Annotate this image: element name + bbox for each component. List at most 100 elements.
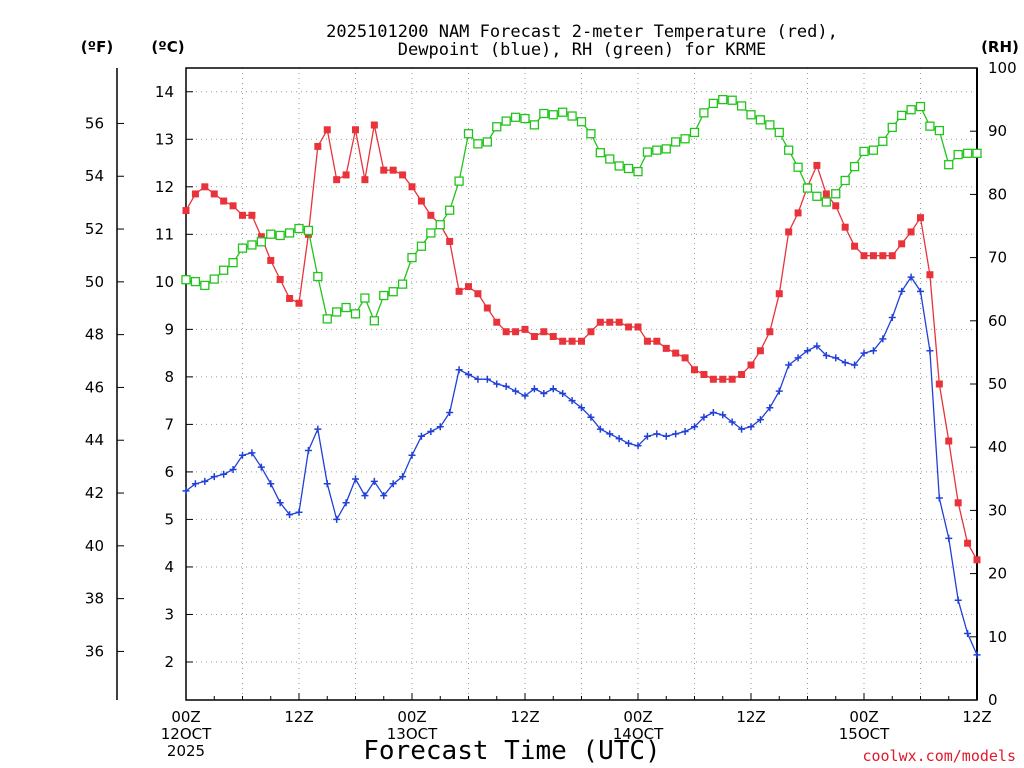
rh-point [906, 105, 916, 115]
rh-tick-label: 70 [988, 249, 1007, 267]
temperature-point [898, 240, 906, 248]
dewpoint-point [540, 390, 548, 398]
temperature-point [257, 233, 265, 241]
dewpoint-point [295, 508, 303, 516]
temperature-point [399, 171, 407, 179]
temperature-point [973, 556, 981, 564]
fahrenheit-tick-label: 38 [85, 590, 104, 608]
rh-tick-label: 60 [988, 312, 1007, 330]
dewpoint-point [229, 466, 237, 474]
temperature-point [700, 370, 708, 378]
x-tick-label: 00Z [849, 708, 878, 726]
temperature-point [295, 299, 303, 307]
rh-series [181, 94, 982, 326]
rh-point [868, 145, 879, 155]
dewpoint-point [455, 366, 463, 374]
temperature-point [738, 370, 746, 378]
x-tick-label: 00Z [171, 708, 200, 726]
x-tick-label: 2025 [167, 742, 205, 760]
x-tick-label: 12Z [510, 708, 539, 726]
dewpoint-point [973, 651, 981, 659]
dewpoint-point [653, 430, 661, 438]
temperature-point [907, 228, 915, 236]
celsius-tick-label: 3 [164, 605, 174, 623]
dewpoint-point [521, 392, 529, 400]
fahrenheit-tick-label: 54 [85, 167, 104, 185]
dewpoint-point [220, 470, 228, 478]
rh-point [661, 144, 671, 154]
temperature-point [465, 283, 472, 291]
temperature-point [964, 539, 972, 547]
temperature-point [681, 354, 689, 362]
rh-point [350, 309, 361, 319]
dewpoint-point [182, 487, 190, 495]
dewpoint-point [314, 425, 322, 433]
temperature-point [653, 337, 661, 345]
fahrenheit-tick-label: 52 [85, 220, 104, 238]
dewpoint-point [342, 499, 350, 507]
fahrenheit-tick-label: 40 [85, 537, 104, 555]
temperature-point [239, 211, 246, 219]
rh-point [708, 98, 718, 109]
rh-point [586, 129, 596, 139]
rh-point [426, 228, 436, 238]
temperature-point [794, 209, 802, 217]
temperature-point [662, 344, 670, 352]
rh-point [962, 148, 973, 158]
credit-text: coolwx.com/models [862, 747, 1016, 765]
temperature-point [483, 304, 491, 312]
rh-tick-label: 80 [988, 185, 1007, 203]
temperature-point [888, 252, 896, 260]
temperature-point [917, 214, 924, 222]
rh-point [595, 148, 605, 158]
temperature-point [587, 328, 595, 336]
temperature-point [832, 202, 840, 210]
rh-point [181, 275, 191, 285]
rh-point [407, 252, 417, 263]
rh-point [887, 122, 897, 133]
rh-point [642, 147, 653, 157]
rh-line [185, 98, 977, 323]
rh-point [671, 137, 681, 147]
rh-point [388, 287, 398, 297]
rh-point [322, 314, 332, 324]
rh-point [275, 230, 285, 241]
rh-point [652, 145, 662, 155]
x-tick-label: 12Z [962, 708, 991, 726]
rh-point [200, 280, 210, 291]
temperature-point [935, 380, 943, 388]
celsius-tick-label: 2 [164, 653, 174, 671]
celsius-tick-label: 11 [155, 225, 174, 243]
dewpoint-point [502, 382, 510, 390]
dewpoint-point [766, 404, 774, 412]
fahrenheit-tick-label: 36 [85, 642, 104, 660]
x-axis-label: Forecast Time (UTC) [363, 736, 660, 766]
dewpoint-point [286, 511, 294, 519]
temperature-point [446, 237, 454, 245]
temperature-point [455, 287, 463, 295]
rh-point [256, 237, 266, 247]
dewpoint-point [935, 494, 943, 502]
rh-point [539, 108, 549, 119]
celsius-tick-label: 13 [155, 130, 174, 148]
rh-point [416, 241, 427, 251]
rh-point [718, 94, 728, 105]
temperature-point [775, 290, 783, 298]
rh-point [266, 229, 276, 239]
rh-point [369, 316, 379, 326]
rh-point [379, 290, 389, 301]
dewpoint-point [474, 375, 482, 383]
dewpoint-point [926, 347, 934, 355]
fahrenheit-tick-label: 56 [85, 114, 104, 132]
rh-point [529, 120, 540, 130]
temperature-point [869, 252, 877, 260]
temperature-point [634, 323, 642, 331]
dewpoint-point [606, 430, 614, 438]
dewpoint-point [389, 480, 397, 488]
temperature-point [879, 252, 887, 260]
rh-point [558, 107, 568, 117]
dewpoint-point [634, 442, 642, 450]
dewpoint-point [370, 477, 378, 485]
dewpoint-point [493, 380, 501, 388]
fahrenheit-tick-label: 50 [85, 273, 104, 291]
